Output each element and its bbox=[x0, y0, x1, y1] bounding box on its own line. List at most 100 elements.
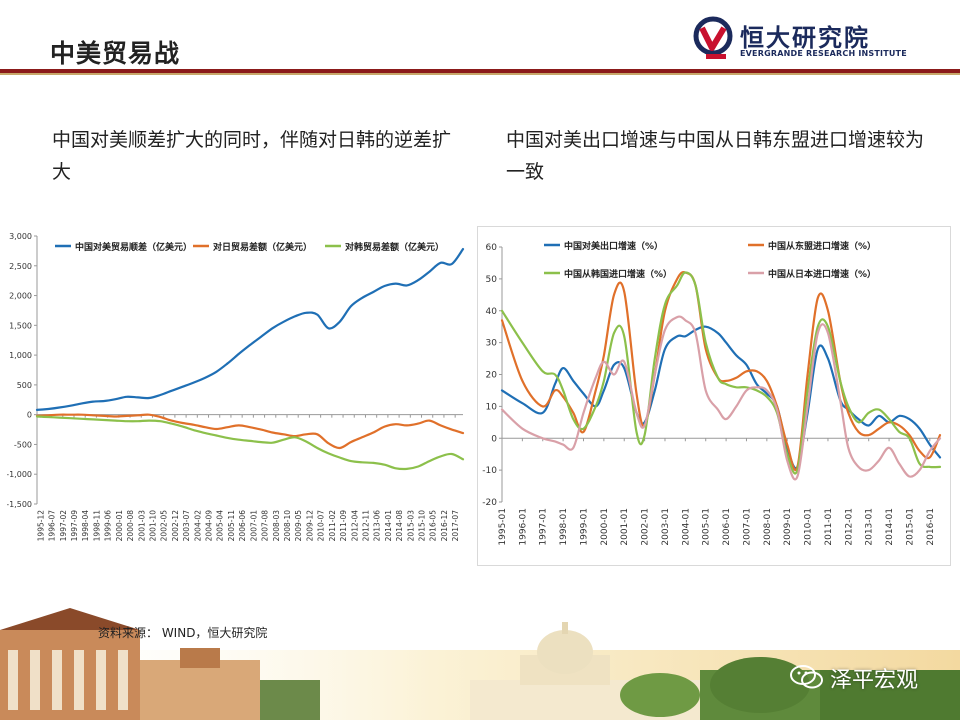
x-tick-label: 2004-01 bbox=[681, 508, 691, 546]
y-tick-label: 10 bbox=[486, 402, 498, 412]
trade-balance-chart: 3,000 2,500 2,000 1,500 1,000 500 0 -500 -1,000 -… bbox=[6, 226, 469, 566]
x-tick-label: 2007-01 bbox=[249, 510, 258, 542]
source-note: 资料来源： WIND，恒大研究院 bbox=[98, 626, 268, 640]
x-tick-label: 2006-01 bbox=[722, 508, 732, 546]
y-tick-label: -500 bbox=[14, 440, 32, 449]
footer-illustration bbox=[0, 608, 960, 720]
y-tick-label: 50 bbox=[486, 275, 498, 285]
x-tick-label: 2002-01 bbox=[641, 508, 651, 546]
x-tick-label: 1997-02 bbox=[59, 510, 68, 542]
series-line-0 bbox=[35, 248, 465, 411]
x-tick-label: 2011-02 bbox=[328, 510, 337, 542]
header-rule bbox=[0, 69, 960, 73]
x-tick-label: 2012-01 bbox=[844, 508, 854, 546]
x-tick-label: 1997-01 bbox=[539, 508, 549, 546]
x-tick-label: 2015-03 bbox=[406, 510, 415, 542]
x-tick-label: 1996-01 bbox=[518, 508, 528, 546]
x-tick-label: 2003-07 bbox=[182, 510, 191, 542]
x-tick-label: 2009-01 bbox=[783, 508, 793, 546]
legend-label-0: 中国对美贸易顺差（亿美元） bbox=[75, 241, 192, 253]
x-tick-label: 1998-11 bbox=[92, 510, 101, 542]
series-line-3 bbox=[500, 315, 942, 481]
x-tick-label: 2001-10 bbox=[148, 510, 157, 542]
evergrande-logo: 恒大研究院 EVERGRANDE RESEARCH INSTITUTE bbox=[692, 16, 907, 64]
x-tick-label: 1997-09 bbox=[70, 510, 79, 542]
y-tick-label: 2,500 bbox=[9, 262, 32, 271]
y-tick-label: 40 bbox=[486, 307, 498, 317]
x-tick-label: 2002-12 bbox=[171, 510, 180, 542]
y-tick-label: 1,500 bbox=[9, 321, 32, 330]
wechat-icon bbox=[790, 665, 823, 689]
x-tick-label: 2004-02 bbox=[193, 510, 202, 542]
x-tick-label: 1998-04 bbox=[81, 510, 90, 542]
legend-label-2: 对韩贸易差额（亿美元） bbox=[345, 241, 444, 253]
x-tick-label: 2010-07 bbox=[317, 510, 326, 542]
x-tick-label: 2011-09 bbox=[339, 510, 348, 542]
x-tick-label: 2012-04 bbox=[350, 510, 359, 542]
x-tick-label: 2000-01 bbox=[115, 510, 124, 542]
caption-right: 中国对美出口增速与中国从日韩东盟进口增速较为一致 bbox=[506, 129, 925, 183]
x-tick-label: 2014-01 bbox=[885, 508, 895, 546]
x-tick-label: 2009-05 bbox=[294, 510, 303, 542]
x-tick-label: 2005-04 bbox=[216, 510, 225, 542]
x-tick-label: 2017-07 bbox=[451, 510, 460, 542]
x-tick-label: 2015-01 bbox=[905, 508, 915, 546]
trade-balance-chart-svg: 3,000 2,500 2,000 1,500 1,000 500 0 -500 -1,000 -… bbox=[6, 232, 465, 542]
header-rule-gold bbox=[0, 73, 960, 75]
legend-label-0: 中国对美出口增速（%） bbox=[564, 240, 663, 252]
page-title: 中美贸易战 bbox=[50, 39, 181, 68]
y-tick-label: -10 bbox=[482, 466, 497, 476]
legend-label-3: 中国从日本进口增速（%） bbox=[768, 268, 876, 280]
x-tick-label: 2007-01 bbox=[742, 508, 752, 546]
x-tick-label: 2013-06 bbox=[373, 510, 382, 542]
y-tick-label: -1,500 bbox=[7, 500, 32, 509]
y-tick-label: 500 bbox=[17, 381, 32, 390]
x-tick-label: 1995-12 bbox=[36, 510, 45, 542]
y-tick-label: 30 bbox=[486, 339, 498, 349]
x-tick-label: 2006-06 bbox=[238, 510, 247, 542]
x-tick-label: 2014-01 bbox=[384, 510, 393, 542]
x-tick-label: 2016-12 bbox=[440, 510, 449, 542]
x-tick-label: 2001-01 bbox=[620, 508, 630, 546]
x-tick-label: 2001-03 bbox=[137, 510, 146, 542]
y-tick-label: 20 bbox=[486, 371, 498, 381]
y-tick-label: 1,000 bbox=[9, 351, 32, 360]
x-tick-label: 2000-01 bbox=[600, 508, 610, 546]
x-tick-label: 2014-08 bbox=[395, 510, 404, 542]
x-tick-label: 2007-08 bbox=[261, 510, 270, 542]
x-tick-label: 1998-01 bbox=[559, 508, 569, 546]
x-tick-label: 2003-01 bbox=[661, 508, 671, 546]
legend-label-2: 中国从韩国进口增速（%） bbox=[564, 268, 672, 280]
x-tick-label: 1999-01 bbox=[579, 508, 589, 546]
x-tick-label: 1995-01 bbox=[498, 508, 508, 546]
y-tick-label: -20 bbox=[482, 498, 497, 508]
x-tick-label: 2016-05 bbox=[429, 510, 438, 542]
x-tick-label: 2015-10 bbox=[418, 510, 427, 542]
x-tick-label: 2013-01 bbox=[865, 508, 875, 546]
x-tick-label: 2010-01 bbox=[804, 508, 814, 546]
header: 中美贸易战 恒大研究院 EVERGRANDE RESEARCH INSTITUT… bbox=[0, 0, 960, 76]
y-tick-label: -1,000 bbox=[7, 470, 32, 479]
logo-text: 恒大研究院 bbox=[740, 24, 870, 52]
series-line-2 bbox=[500, 271, 942, 475]
x-tick-label: 2008-03 bbox=[272, 510, 281, 542]
x-tick-label: 2004-09 bbox=[205, 510, 214, 542]
x-tick-label: 2002-05 bbox=[160, 510, 169, 542]
watermark-text: 泽平宏观 bbox=[830, 668, 919, 693]
x-tick-label: 2008-10 bbox=[283, 510, 292, 542]
x-tick-label: 2009-12 bbox=[305, 510, 314, 542]
x-tick-label: 2008-01 bbox=[763, 508, 773, 546]
growth-rate-chart: 60 50 40 30 20 10 0 -10 -20 1995-01 1996-01 1997-01… bbox=[477, 226, 951, 566]
x-tick-label: 1996-07 bbox=[48, 510, 57, 542]
y-tick-label: 3,000 bbox=[9, 232, 32, 241]
y-tick-label: 60 bbox=[486, 243, 498, 253]
x-tick-label: 2005-01 bbox=[702, 508, 712, 546]
y-tick-label: 0 bbox=[27, 411, 32, 420]
logo-subtitle: EVERGRANDE RESEARCH INSTITUTE bbox=[740, 49, 907, 58]
y-tick-label: 2,000 bbox=[9, 292, 32, 301]
legend-label-1: 对日贸易差额（亿美元） bbox=[213, 241, 312, 253]
caption-left: 中国对美顺差扩大的同时，伴随对日韩的逆差扩大 bbox=[52, 129, 452, 183]
legend-label-1: 中国从东盟进口增速（%） bbox=[768, 240, 876, 252]
x-tick-label: 2005-11 bbox=[227, 510, 236, 542]
x-tick-label: 2016-01 bbox=[926, 508, 936, 546]
